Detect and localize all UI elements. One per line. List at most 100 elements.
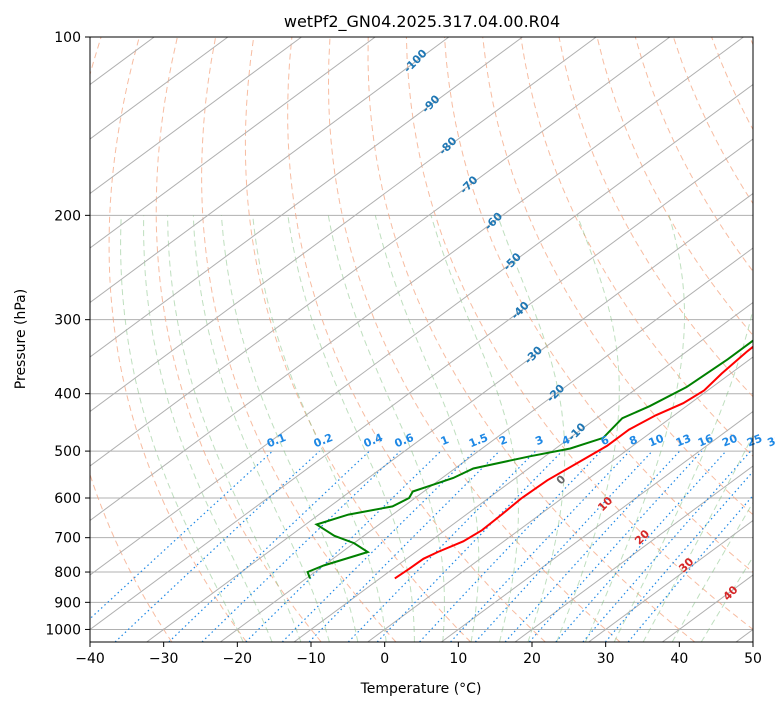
mixing-ratio-label-group: 0.10.20.40.611.52346810131620253036 [265,431,775,450]
isotherm-label: -100 [401,47,430,76]
x-axis-title: Temperature (°C) [360,681,482,697]
dry-adiabat-line [596,37,753,337]
dry-adiabat-line [520,37,753,457]
x-tick-label: 10 [449,651,467,667]
moist-adiabat-line [120,215,244,642]
mixing-ratio-line [419,450,602,642]
isotherm-line [90,37,229,140]
y-axis-title: Pressure (hPa) [13,289,29,389]
y-tick-label: 1000 [45,622,81,638]
mixing-ratio-label: 0.6 [393,431,416,450]
x-tick-label: 20 [523,651,541,667]
mixing-ratio-line [582,450,752,642]
mixing-ratio-lines [90,450,753,642]
isotherm-line [90,83,753,576]
y-tick-label: 700 [54,531,81,547]
moist-adiabat-label: 10 [595,494,615,514]
x-tick-label: −30 [149,651,179,667]
moist-adiabat-line [221,215,359,642]
moist-adiabat-line [327,215,445,642]
mixing-ratio-label: 1 [439,433,451,448]
moist-adiabat-line [584,215,685,642]
moist-adiabat-label: 20 [632,527,652,547]
y-tick-label: 900 [54,595,81,611]
dry-adiabat-line [558,37,753,398]
moist-adiabat-line [642,434,753,642]
isotherm-line [588,519,753,642]
y-tick-label: 600 [54,491,81,507]
isotherm-label: -50 [501,250,524,273]
mixing-ratio-line [555,450,727,642]
mixing-ratio-label: 25 [745,432,764,450]
isotherm-label: -70 [457,173,480,196]
moist-adiabat-line [374,215,480,642]
pressure-gridlines [90,37,753,630]
moist-adiabat-line [167,215,302,642]
isotherm-line [90,37,744,522]
dry-adiabat-line [711,37,753,131]
x-tick-label: −10 [296,651,326,667]
isotherm-line [90,37,376,249]
isotherm-line [293,301,753,642]
mixing-ratio-line [201,450,401,642]
mixing-ratio-label: 8 [627,433,639,448]
mixing-ratio-line [504,450,681,642]
dry-adiabat-line [444,37,753,573]
y-axis-ticks: 100 200 300 400 500 600 700 800 900 1000 [45,30,90,638]
isotherm-line [662,574,753,642]
isotherm-line [90,138,753,631]
moist-adiabat-line [287,215,415,642]
isotherm-label: -60 [482,210,505,233]
dry-adiabat-line [634,37,753,273]
y-tick-label: 300 [54,313,81,329]
isotherm-line [514,465,753,642]
mixing-ratio-line [528,450,703,642]
isotherm-line [90,37,450,304]
moist-adiabat-line [430,215,519,642]
x-tick-label: −40 [75,651,105,667]
isotherm-line [90,37,302,195]
isotherm-label: -30 [522,343,545,366]
mixing-ratio-label: 0.4 [362,431,385,450]
mixing-ratio-line [474,450,653,642]
moist-adiabat-line [497,215,566,642]
mixing-ratio-label: 0.1 [265,431,288,450]
moist-adiabat-label: 0 [554,472,569,487]
y-tick-label: 800 [54,565,81,581]
x-tick-label: 40 [670,651,688,667]
plot-frame [89,36,754,643]
moist-adiabat-line [192,215,330,642]
mixing-ratio-label: 10 [647,432,666,450]
mixing-ratio-line [90,450,274,620]
x-tick-label: 50 [744,651,762,667]
moist-adiabat-line [671,501,753,642]
isotherm-lines [0,37,753,642]
x-tick-label: −20 [223,651,253,667]
isotherm-label: -80 [436,134,459,157]
dry-adiabat-line [108,37,247,642]
mixing-ratio-line [376,450,563,642]
moist-adiabat-line [613,307,753,642]
mixing-ratio-label: 1.5 [467,431,490,450]
isotherm-label: -90 [419,92,442,115]
mixing-ratio-label: 30 [765,432,775,450]
chart-title: wetPf2_GN04.2025.317.04.00.R04 [284,12,560,32]
mixing-ratio-line [308,450,500,642]
dry-adiabat-line [405,37,753,631]
isotherm-label: -20 [544,381,567,404]
isotherm-line [0,37,7,642]
mixing-ratio-line [168,450,370,642]
x-axis-ticks: −40 −30 −20 −10 0 10 20 30 40 50 [75,642,762,667]
profile-line [306,339,753,579]
isotherm-line [90,37,523,358]
mixing-ratio-label: 3 [533,433,545,448]
x-tick-label: 0 [380,651,389,667]
isotherm-line [220,247,753,642]
y-tick-label: 400 [54,387,81,403]
dry-adiabat-line [749,37,753,46]
dry-adiabat-line [90,37,173,642]
dry-adiabat-line [287,37,546,642]
profile-line [394,345,753,580]
isotherm-line [90,37,597,413]
